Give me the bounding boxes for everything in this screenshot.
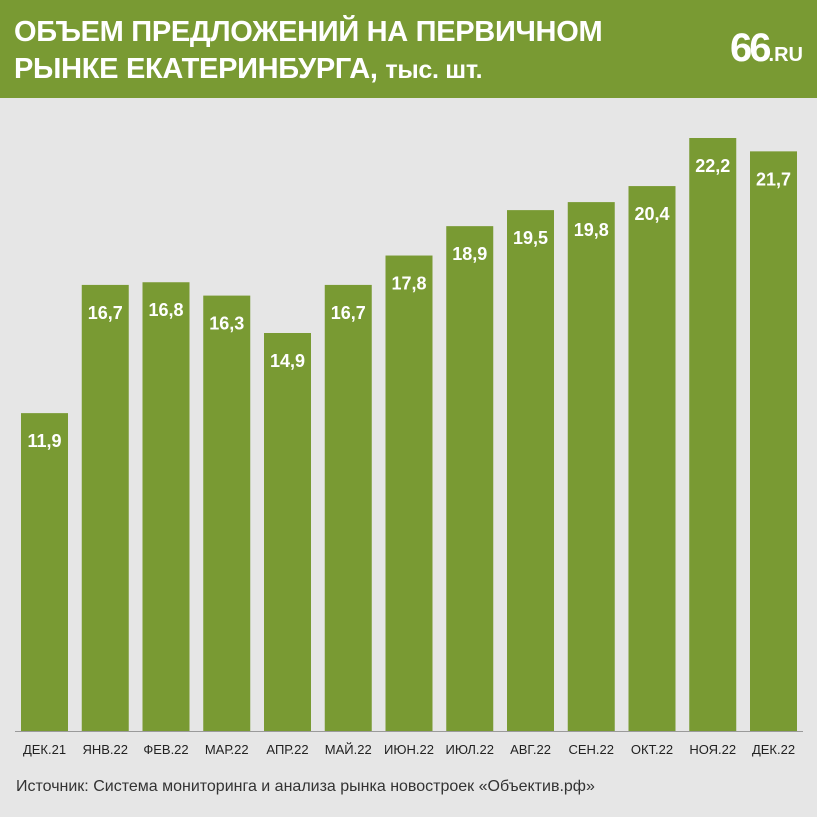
x-tick-label: ИЮЛ.22 <box>446 742 495 757</box>
x-tick-label: СЕН.22 <box>568 742 614 757</box>
chart-title-line2-text: РЫНКЕ ЕКАТЕРИНБУРГА, <box>14 53 378 85</box>
x-tick-label: ДЕК.21 <box>23 742 66 757</box>
bar-value-label: 19,8 <box>574 220 609 240</box>
chart-title: ОБЪЕМ ПРЕДЛОЖЕНИЙ НА ПЕРВИЧНОМ РЫНКЕ ЕКА… <box>14 14 694 89</box>
bar-АВГ.22 <box>507 210 554 731</box>
bar-ИЮН.22 <box>385 255 433 731</box>
bar-value-label: 16,7 <box>88 303 123 323</box>
bar-value-label: 19,5 <box>513 228 548 248</box>
x-tick-label: ФЕВ.22 <box>143 742 188 757</box>
bar-value-label: 11,9 <box>27 431 61 451</box>
x-tick-label: МАР.22 <box>205 742 249 757</box>
header-banner: ОБЪЕМ ПРЕДЛОЖЕНИЙ НА ПЕРВИЧНОМ РЫНКЕ ЕКА… <box>0 0 817 98</box>
x-tick-label: АПР.22 <box>266 742 308 757</box>
bar-value-label: 16,3 <box>209 314 244 334</box>
x-tick-label: ДЕК.22 <box>752 742 795 757</box>
x-tick-label: ОКТ.22 <box>631 742 673 757</box>
bar-ИЮЛ.22 <box>446 226 494 731</box>
bar-value-label: 21,7 <box>756 169 791 189</box>
chart-title-line2: РЫНКЕ ЕКАТЕРИНБУРГА, тыс. шт. <box>14 51 694 89</box>
bar-СЕН.22 <box>567 202 615 732</box>
bar-ЯНВ.22 <box>81 284 129 731</box>
x-tick-label: ЯНВ.22 <box>82 742 128 757</box>
source-note: Источник: Система мониторинга и анализа … <box>16 778 595 795</box>
logo-number: 66 <box>730 26 771 70</box>
bars-group: 11,9 16,7 16,8 16,3 14,9 16,7 17,8 18,9 19,5 19,8… <box>21 138 797 732</box>
x-tick-label: МАЙ.22 <box>325 742 372 757</box>
bar-value-label: 22,2 <box>695 156 730 176</box>
bar-value-label: 16,7 <box>331 303 366 323</box>
bar-ДЕК.21 <box>21 413 68 731</box>
bar-ФЕВ.22 <box>142 282 190 731</box>
x-tick-labels: ДЕК.21 ЯНВ.22 ФЕВ.22 МАР.22 АПР.22 МАЙ.22 ИЮН.… <box>23 742 795 757</box>
bar-МАЙ.22 <box>324 284 372 731</box>
x-tick-label: АВГ.22 <box>510 742 551 757</box>
chart-title-line1: ОБЪЕМ ПРЕДЛОЖЕНИЙ НА ПЕРВИЧНОМ <box>14 16 603 48</box>
logo-domain: .RU <box>768 44 803 66</box>
bar-АПР.22 <box>264 332 311 731</box>
bar-value-label: 18,9 <box>452 244 487 264</box>
bar-МАР.22 <box>203 295 251 731</box>
x-tick-label: НОЯ.22 <box>689 742 736 757</box>
bar-ОКТ.22 <box>628 186 676 732</box>
site-logo: 66.RU <box>730 26 803 71</box>
bar-value-label: 16,8 <box>148 300 183 320</box>
bar-value-label: 20,4 <box>634 204 669 224</box>
bar-value-label: 14,9 <box>270 351 305 371</box>
bar-НОЯ.22 <box>689 138 737 731</box>
x-tick-label: ИЮН.22 <box>384 742 434 757</box>
bar-ДЕК.22 <box>750 151 797 732</box>
bar-value-label: 17,8 <box>391 274 426 294</box>
chart-title-unit: тыс. шт. <box>385 56 483 84</box>
